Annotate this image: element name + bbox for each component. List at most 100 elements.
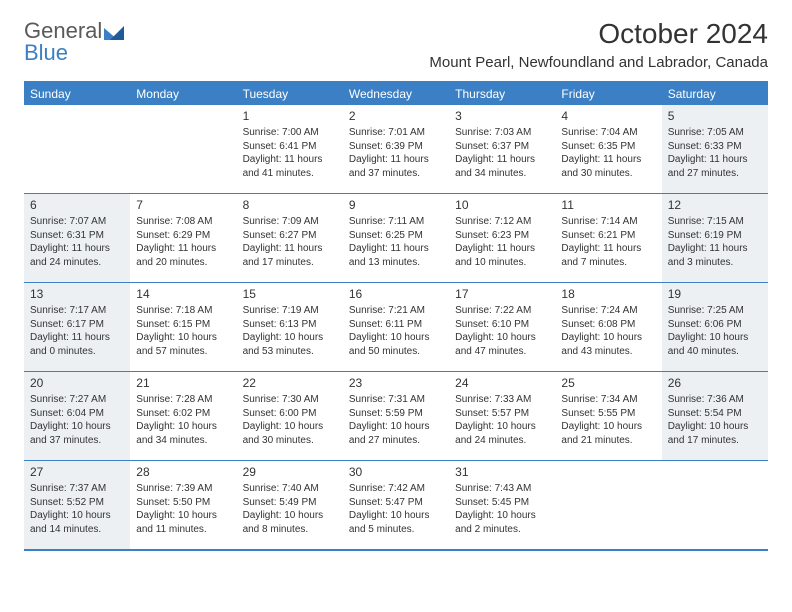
day-cell: 5Sunrise: 7:05 AMSunset: 6:33 PMDaylight…: [662, 105, 768, 193]
month-title: October 2024: [429, 18, 768, 50]
daylight-text: Daylight: 10 hours and 2 minutes.: [455, 509, 549, 536]
week-row: 20Sunrise: 7:27 AMSunset: 6:04 PMDayligh…: [24, 372, 768, 461]
dayname-wednesday: Wednesday: [343, 83, 449, 105]
sunrise-text: Sunrise: 7:39 AM: [136, 482, 230, 496]
day-cell: 3Sunrise: 7:03 AMSunset: 6:37 PMDaylight…: [449, 105, 555, 193]
daylight-text: Daylight: 10 hours and 11 minutes.: [136, 509, 230, 536]
day-number: 3: [455, 108, 549, 124]
daylight-text: Daylight: 11 hours and 3 minutes.: [668, 242, 762, 269]
daylight-text: Daylight: 10 hours and 37 minutes.: [30, 420, 124, 447]
day-number: 19: [668, 286, 762, 302]
week-row: 6Sunrise: 7:07 AMSunset: 6:31 PMDaylight…: [24, 194, 768, 283]
day-number: 9: [349, 197, 443, 213]
day-cell: 25Sunrise: 7:34 AMSunset: 5:55 PMDayligh…: [555, 372, 661, 460]
sunset-text: Sunset: 6:19 PM: [668, 229, 762, 243]
sunset-text: Sunset: 6:23 PM: [455, 229, 549, 243]
sunset-text: Sunset: 6:15 PM: [136, 318, 230, 332]
dayname-saturday: Saturday: [662, 83, 768, 105]
daylight-text: Daylight: 11 hours and 34 minutes.: [455, 153, 549, 180]
daylight-text: Daylight: 11 hours and 24 minutes.: [30, 242, 124, 269]
day-cell: 22Sunrise: 7:30 AMSunset: 6:00 PMDayligh…: [237, 372, 343, 460]
day-cell: 31 Sunrise: 7:43 AMSunset: 5:45 PMDayligh…: [449, 461, 555, 549]
sunset-text: Sunset: 6:27 PM: [243, 229, 337, 243]
day-number: 30: [349, 464, 443, 480]
day-number: 14: [136, 286, 230, 302]
sunset-text: Sunset: 5:49 PM: [243, 496, 337, 510]
daylight-text: Daylight: 10 hours and 8 minutes.: [243, 509, 337, 536]
day-cell: 13Sunrise: 7:17 AMSunset: 6:17 PMDayligh…: [24, 283, 130, 371]
sunrise-text: Sunrise: 7:15 AM: [668, 215, 762, 229]
header: General October 2024 Mount Pearl, Newfou…: [24, 18, 768, 71]
sunrise-text: Sunrise: 7:43 AM: [455, 482, 549, 496]
empty-cell: [555, 461, 661, 549]
day-number: 26: [668, 375, 762, 391]
daylight-text: Daylight: 11 hours and 20 minutes.: [136, 242, 230, 269]
day-cell: 24Sunrise: 7:33 AMSunset: 5:57 PMDayligh…: [449, 372, 555, 460]
day-number: 13: [30, 286, 124, 302]
sunrise-text: Sunrise: 7:07 AM: [30, 215, 124, 229]
sunrise-text: Sunrise: 7:14 AM: [561, 215, 655, 229]
sunrise-text: Sunrise: 7:21 AM: [349, 304, 443, 318]
daylight-text: Daylight: 10 hours and 47 minutes.: [455, 331, 549, 358]
day-number: 29: [243, 464, 337, 480]
sunrise-text: Sunrise: 7:30 AM: [243, 393, 337, 407]
sunset-text: Sunset: 6:25 PM: [349, 229, 443, 243]
empty-cell: [24, 105, 130, 193]
sunset-text: Sunset: 6:35 PM: [561, 140, 655, 154]
calendar: Sunday Monday Tuesday Wednesday Thursday…: [24, 81, 768, 551]
daylight-text: Daylight: 10 hours and 24 minutes.: [455, 420, 549, 447]
day-number: 5: [668, 108, 762, 124]
day-number: 17: [455, 286, 549, 302]
dayname-friday: Friday: [555, 83, 661, 105]
daylight-text: Daylight: 10 hours and 43 minutes.: [561, 331, 655, 358]
day-cell: 27Sunrise: 7:37 AMSunset: 5:52 PMDayligh…: [24, 461, 130, 549]
sunrise-text: Sunrise: 7:27 AM: [30, 393, 124, 407]
sunset-text: Sunset: 6:37 PM: [455, 140, 549, 154]
sunrise-text: Sunrise: 7:00 AM: [243, 126, 337, 140]
logo-text-2: Blue: [24, 40, 68, 66]
daylight-text: Daylight: 11 hours and 41 minutes.: [243, 153, 337, 180]
day-cell: 10Sunrise: 7:12 AMSunset: 6:23 PMDayligh…: [449, 194, 555, 282]
daylight-text: Daylight: 11 hours and 27 minutes.: [668, 153, 762, 180]
sunset-text: Sunset: 5:55 PM: [561, 407, 655, 421]
daylight-text: Daylight: 10 hours and 40 minutes.: [668, 331, 762, 358]
day-number: 22: [243, 375, 337, 391]
day-cell: 15Sunrise: 7:19 AMSunset: 6:13 PMDayligh…: [237, 283, 343, 371]
sunrise-text: Sunrise: 7:31 AM: [349, 393, 443, 407]
sunset-text: Sunset: 5:45 PM: [455, 496, 549, 510]
day-cell: 16Sunrise: 7:21 AMSunset: 6:11 PMDayligh…: [343, 283, 449, 371]
day-number: 7: [136, 197, 230, 213]
day-cell: 30Sunrise: 7:42 AMSunset: 5:47 PMDayligh…: [343, 461, 449, 549]
day-cell: 9Sunrise: 7:11 AMSunset: 6:25 PMDaylight…: [343, 194, 449, 282]
sunrise-text: Sunrise: 7:12 AM: [455, 215, 549, 229]
logo-mark-icon: [104, 22, 124, 40]
day-number: 21: [136, 375, 230, 391]
day-cell: 28Sunrise: 7:39 AMSunset: 5:50 PMDayligh…: [130, 461, 236, 549]
day-cell: 20Sunrise: 7:27 AMSunset: 6:04 PMDayligh…: [24, 372, 130, 460]
daylight-text: Daylight: 10 hours and 53 minutes.: [243, 331, 337, 358]
sunset-text: Sunset: 6:10 PM: [455, 318, 549, 332]
sunset-text: Sunset: 5:59 PM: [349, 407, 443, 421]
sunset-text: Sunset: 5:57 PM: [455, 407, 549, 421]
day-cell: 4Sunrise: 7:04 AMSunset: 6:35 PMDaylight…: [555, 105, 661, 193]
sunrise-text: Sunrise: 7:22 AM: [455, 304, 549, 318]
daylight-text: Daylight: 10 hours and 5 minutes.: [349, 509, 443, 536]
sunrise-text: Sunrise: 7:05 AM: [668, 126, 762, 140]
week-row: 27Sunrise: 7:37 AMSunset: 5:52 PMDayligh…: [24, 461, 768, 549]
day-number: 31: [455, 464, 549, 480]
daylight-text: Daylight: 10 hours and 17 minutes.: [668, 420, 762, 447]
empty-cell: [662, 461, 768, 549]
day-cell: 17 Sunrise: 7:22 AMSunset: 6:10 PMDayligh…: [449, 283, 555, 371]
location: Mount Pearl, Newfoundland and Labrador, …: [429, 54, 768, 71]
day-number: 6: [30, 197, 124, 213]
sunset-text: Sunset: 5:47 PM: [349, 496, 443, 510]
sunset-text: Sunset: 6:41 PM: [243, 140, 337, 154]
sunset-text: Sunset: 6:21 PM: [561, 229, 655, 243]
sunset-text: Sunset: 5:52 PM: [30, 496, 124, 510]
day-number: 8: [243, 197, 337, 213]
week-row: 13Sunrise: 7:17 AMSunset: 6:17 PMDayligh…: [24, 283, 768, 372]
sunrise-text: Sunrise: 7:04 AM: [561, 126, 655, 140]
sunrise-text: Sunrise: 7:09 AM: [243, 215, 337, 229]
daylight-text: Daylight: 11 hours and 7 minutes.: [561, 242, 655, 269]
sunset-text: Sunset: 6:39 PM: [349, 140, 443, 154]
